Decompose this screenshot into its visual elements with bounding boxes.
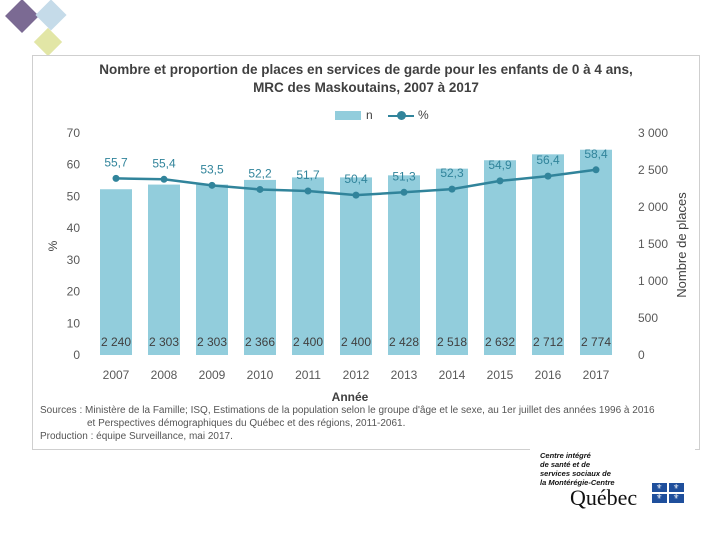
y-right-tick-label: 2 500 [638, 163, 668, 177]
bar-data-label: 2 400 [341, 335, 371, 349]
bar [436, 168, 468, 355]
bar [196, 184, 228, 355]
bar [580, 149, 612, 355]
bar [532, 154, 564, 355]
quebec-flag-icon: ⚜ ⚜ ⚜ ⚜ [652, 483, 684, 503]
x-tick-label: 2012 [343, 368, 370, 382]
percent-data-label: 54,9 [488, 158, 512, 172]
y-right-tick-label: 1 000 [638, 274, 668, 288]
x-tick-label: 2009 [199, 368, 226, 382]
percent-marker [208, 181, 216, 189]
y-left-tick-label: 70 [67, 126, 81, 140]
bar-data-label: 2 712 [533, 335, 563, 349]
percent-marker [592, 166, 600, 174]
bar [388, 175, 420, 355]
logo-wordmark: Québec [570, 485, 638, 510]
percent-data-label: 58,4 [584, 147, 608, 161]
percent-marker [496, 177, 504, 185]
logo-line3: services sociaux de [540, 469, 611, 478]
x-tick-label: 2011 [295, 368, 321, 382]
source-line3: Production : équipe Surveillance, mai 20… [40, 431, 233, 442]
y-right-tick-label: 2 000 [638, 200, 668, 214]
bar-data-label: 2 303 [149, 335, 179, 349]
percent-marker [352, 191, 360, 199]
percent-data-label: 52,2 [248, 166, 272, 180]
logo-line1: Centre intégré [540, 451, 591, 460]
percent-marker [112, 174, 120, 182]
legend-bar-swatch [335, 111, 361, 120]
y-axis-left-title: % [46, 240, 60, 251]
percent-marker [448, 185, 456, 193]
y-left-tick-label: 10 [67, 316, 81, 330]
y-left-tick-label: 50 [67, 189, 81, 203]
percent-data-label: 55,4 [152, 156, 176, 170]
chart-title-line2: MRC des Maskoutains, 2007 à 2017 [253, 80, 479, 95]
y-left-tick-label: 0 [73, 348, 80, 362]
percent-data-label: 53,5 [200, 162, 224, 176]
source-line2: et Perspectives démographiques du Québec… [87, 418, 406, 429]
bar-data-label: 2 774 [581, 335, 611, 349]
x-tick-label: 2014 [439, 368, 466, 382]
y-right-tick-label: 0 [638, 348, 645, 362]
logo-organization-name: Centre intégré de santé et de services s… [540, 451, 635, 487]
logo-line4: la Montérégie-Centre [540, 478, 615, 487]
y-right-tick-label: 500 [638, 311, 658, 325]
source-line1: Sources : Ministère de la Famille; ISQ, … [40, 405, 655, 416]
y-left-tick-label: 60 [67, 158, 81, 172]
bar-data-label: 2 428 [389, 335, 419, 349]
legend-bar-label: n [366, 108, 373, 122]
percent-marker [304, 187, 312, 195]
x-tick-label: 2007 [103, 368, 130, 382]
source-note: Sources : Ministère de la Famille; ISQ, … [40, 404, 700, 443]
x-tick-label: 2016 [535, 368, 562, 382]
bar-data-label: 2 400 [293, 335, 323, 349]
bar [100, 189, 132, 355]
x-tick-label: 2013 [391, 368, 418, 382]
y-right-tick-label: 1 500 [638, 237, 668, 251]
legend-line-label: % [418, 108, 429, 122]
percent-data-label: 56,4 [536, 153, 560, 167]
y-axis-right-title: Nombre de places [674, 192, 689, 298]
percent-data-label: 55,7 [104, 155, 128, 169]
bar [484, 160, 516, 355]
x-tick-label: 2017 [583, 368, 610, 382]
bar [244, 179, 276, 355]
bar-data-label: 2 366 [245, 335, 275, 349]
bar [340, 177, 372, 355]
percent-data-label: 51,3 [392, 169, 416, 183]
y-left-tick-label: 30 [67, 253, 81, 267]
chart-title-line1: Nombre et proportion de places en servic… [99, 62, 633, 77]
percent-data-label: 52,3 [440, 166, 464, 180]
percent-marker [400, 188, 408, 196]
bar-data-label: 2 632 [485, 335, 515, 349]
legend-line-marker [397, 111, 406, 120]
bar [292, 177, 324, 355]
x-tick-label: 2010 [247, 368, 274, 382]
y-left-tick-label: 40 [67, 221, 81, 235]
bar [148, 184, 180, 355]
percent-data-label: 51,7 [296, 168, 320, 182]
x-tick-label: 2008 [151, 368, 178, 382]
cisss-logo: Centre intégré de santé et de services s… [530, 447, 695, 515]
bar-data-label: 2 240 [101, 335, 131, 349]
x-axis-title: Année [332, 390, 369, 404]
percent-marker [160, 175, 168, 183]
percent-marker [544, 172, 552, 180]
percent-marker [256, 185, 264, 193]
bar-data-label: 2 518 [437, 335, 467, 349]
percent-data-label: 50,4 [344, 172, 368, 186]
y-left-tick-label: 20 [67, 285, 81, 299]
y-right-tick-label: 3 000 [638, 126, 668, 140]
bar-data-label: 2 303 [197, 335, 227, 349]
x-tick-label: 2015 [487, 368, 514, 382]
logo-line2: de santé et de [540, 460, 591, 469]
